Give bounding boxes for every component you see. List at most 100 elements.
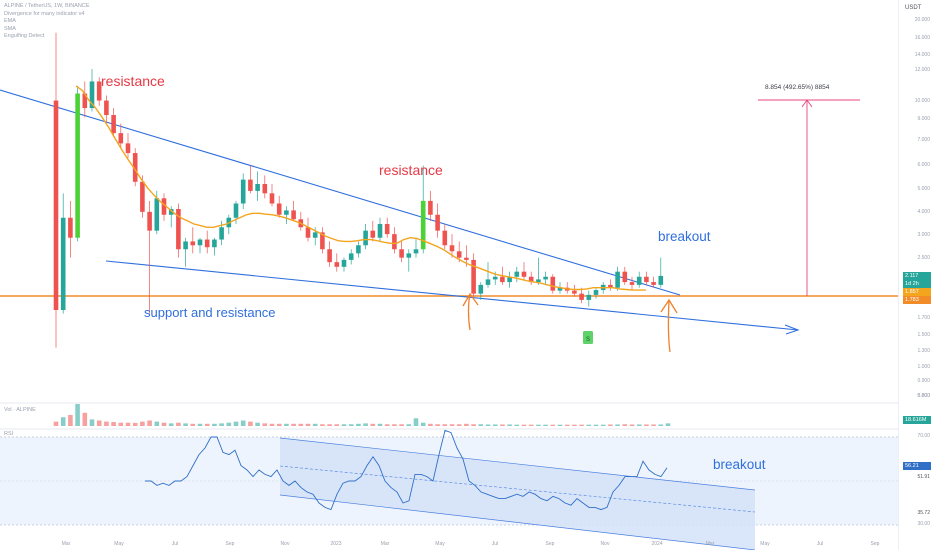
volume-tag[interactable]: 18.616M xyxy=(903,416,931,424)
candle[interactable] xyxy=(147,211,152,231)
candle[interactable] xyxy=(140,181,145,212)
candle[interactable] xyxy=(392,234,397,250)
rsi-line[interactable] xyxy=(145,429,668,511)
candle[interactable] xyxy=(204,239,210,248)
candle[interactable] xyxy=(312,232,318,238)
candle[interactable] xyxy=(420,200,426,250)
candle[interactable] xyxy=(248,179,253,191)
candle[interactable] xyxy=(528,276,534,283)
candle[interactable] xyxy=(154,198,160,231)
indicator-engulfing[interactable]: Engulfing Detect xyxy=(4,33,45,40)
candle[interactable] xyxy=(53,100,59,311)
candle[interactable] xyxy=(168,208,174,215)
support-trendline[interactable] xyxy=(105,260,799,331)
candle[interactable] xyxy=(111,115,116,134)
candle[interactable] xyxy=(557,287,563,291)
candle[interactable] xyxy=(644,276,649,283)
candle[interactable] xyxy=(449,245,455,252)
candle[interactable] xyxy=(356,245,361,254)
candle[interactable] xyxy=(348,253,354,260)
candle[interactable] xyxy=(104,100,109,116)
candle[interactable] xyxy=(219,227,224,240)
rsi-channel-bottom[interactable] xyxy=(279,494,756,550)
candle[interactable] xyxy=(456,251,462,258)
candle[interactable] xyxy=(384,224,390,235)
indicator-divergence[interactable]: Divergence for many indicator v4 xyxy=(4,10,85,17)
candle[interactable] xyxy=(291,210,296,220)
candle[interactable] xyxy=(478,284,484,294)
candle[interactable] xyxy=(514,271,520,277)
candle[interactable] xyxy=(190,241,196,246)
level-price-tag[interactable]: 1.783 xyxy=(903,296,931,304)
candle[interactable] xyxy=(363,230,368,246)
candle[interactable] xyxy=(413,249,419,254)
candle[interactable] xyxy=(507,276,512,283)
candle[interactable] xyxy=(492,276,498,280)
candle[interactable] xyxy=(377,224,383,238)
candle[interactable] xyxy=(334,262,340,267)
candle[interactable] xyxy=(370,230,376,238)
candle[interactable] xyxy=(572,290,577,294)
candle[interactable] xyxy=(255,183,260,191)
candle[interactable] xyxy=(68,217,73,238)
candle[interactable] xyxy=(320,232,325,250)
candle[interactable] xyxy=(240,179,246,204)
volume-series[interactable] xyxy=(53,404,671,426)
candle[interactable] xyxy=(593,290,599,295)
candle[interactable] xyxy=(536,279,541,283)
candle[interactable] xyxy=(212,239,217,248)
candle[interactable] xyxy=(428,200,433,215)
candlestick-series[interactable] xyxy=(53,32,664,348)
candle[interactable] xyxy=(406,253,412,258)
engulfing-signal-badge[interactable] xyxy=(583,331,593,344)
countdown-tag[interactable]: 1d 2h xyxy=(903,280,931,288)
candle[interactable] xyxy=(82,93,88,109)
candle[interactable] xyxy=(629,282,635,285)
candle[interactable] xyxy=(176,208,181,250)
candle[interactable] xyxy=(622,271,628,283)
candle[interactable] xyxy=(118,133,124,144)
candle[interactable] xyxy=(550,276,556,291)
candle[interactable] xyxy=(233,203,239,218)
descending-resistance-trendline[interactable] xyxy=(0,89,681,296)
candle[interactable] xyxy=(60,217,66,311)
ema-price-tag[interactable]: 1.857 xyxy=(903,288,931,296)
volume-pane-label[interactable]: Vol · ALPINE xyxy=(4,407,36,413)
candle[interactable] xyxy=(579,293,584,300)
candle[interactable] xyxy=(305,227,311,238)
candle[interactable] xyxy=(521,271,527,277)
candle[interactable] xyxy=(276,203,282,215)
ema-line[interactable] xyxy=(75,85,646,291)
candle[interactable] xyxy=(341,259,347,267)
time-axis[interactable]: Mar May Jul Sep Nov 2023 Mar May Jul Sep… xyxy=(0,538,898,550)
candle[interactable] xyxy=(262,183,268,194)
rsi-channel-top[interactable] xyxy=(279,437,756,491)
candle[interactable] xyxy=(197,239,203,246)
rsi-pane-label[interactable]: RSI xyxy=(4,431,14,437)
candle[interactable] xyxy=(161,198,167,215)
candle[interactable] xyxy=(658,275,664,285)
candle[interactable] xyxy=(89,81,95,109)
candle[interactable] xyxy=(125,143,131,154)
symbol-title[interactable]: ALPINE / TetherUS, 1W, BINANCE xyxy=(4,3,90,9)
candle[interactable] xyxy=(435,214,440,231)
candle[interactable] xyxy=(132,153,138,182)
candle[interactable] xyxy=(284,210,289,215)
candle[interactable] xyxy=(96,81,102,101)
candle[interactable] xyxy=(442,230,448,246)
candle[interactable] xyxy=(608,284,613,288)
rsi-channel-mid[interactable] xyxy=(279,465,756,513)
indicator-sma[interactable]: SMA xyxy=(4,25,16,32)
candle[interactable] xyxy=(464,257,469,260)
rsi-tag[interactable]: 56.21 xyxy=(903,462,931,470)
candle[interactable] xyxy=(500,276,505,283)
candle[interactable] xyxy=(269,193,275,204)
candle[interactable] xyxy=(327,249,332,263)
currency-label[interactable]: USDT xyxy=(905,5,922,11)
price-axis[interactable]: USDT 20.000 16.000 14.000 12.000 10.000 … xyxy=(898,0,932,550)
candle[interactable] xyxy=(485,279,491,285)
candle[interactable] xyxy=(636,276,642,285)
candle[interactable] xyxy=(399,249,404,258)
candle[interactable] xyxy=(651,282,656,285)
